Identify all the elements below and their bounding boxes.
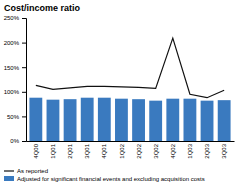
y-tick-label: 100% [4, 89, 20, 95]
bar [218, 100, 231, 141]
line [36, 38, 224, 98]
y-tick: 250% [4, 15, 26, 21]
x-tick: 3Q02 [153, 143, 159, 158]
y-tick-label: 50% [7, 114, 20, 120]
x-tick: 3Q01 [84, 143, 90, 158]
legend-item: As reported [4, 168, 48, 174]
x-tick-label: 2Q03 [204, 143, 210, 158]
y-tick-label: 0% [10, 138, 19, 144]
y-tick: 200% [4, 40, 26, 46]
legend-label: As reported [17, 168, 48, 174]
x-tick-label: 3Q02 [153, 143, 159, 158]
x-tick: 2Q03 [204, 143, 210, 158]
bar-series [29, 98, 230, 141]
legend-swatch [4, 170, 14, 171]
y-tick: 50% [7, 114, 26, 120]
plot: 0%50%100%150%200%250%4Q001Q012Q013Q014Q0… [4, 15, 235, 158]
bar [183, 99, 196, 141]
bar [81, 98, 94, 141]
x-tick: 2Q02 [136, 143, 142, 158]
marks [29, 38, 230, 141]
x-tick-label: 4Q00 [33, 143, 39, 158]
x-tick: 4Q01 [101, 143, 107, 158]
y-tick-mark [22, 141, 26, 142]
y-tick-label: 150% [4, 65, 20, 71]
bar [132, 99, 145, 141]
y-tick: 100% [4, 89, 26, 95]
legend-swatch [4, 176, 14, 181]
x-tick-label: 4Q01 [101, 143, 107, 158]
y-tick: 0% [10, 138, 26, 144]
x-axis-line [27, 141, 235, 142]
bar [201, 101, 214, 141]
y-tick-mark [22, 92, 26, 93]
x-tick-label: 1Q02 [119, 143, 125, 158]
y-tick-mark [22, 18, 26, 19]
x-tick: 1Q03 [187, 143, 193, 158]
bar [64, 99, 77, 141]
chart: 0%50%100%150%200%250%4Q001Q012Q013Q014Q0… [0, 0, 240, 185]
x-tick-label: 1Q01 [50, 143, 56, 158]
y-axis-line [22, 19, 27, 142]
x-tick: 1Q01 [50, 143, 56, 158]
y-tick-label: 200% [4, 40, 20, 46]
bar [29, 98, 42, 141]
y-tick-mark [22, 43, 26, 44]
x-tick-label: 2Q01 [67, 143, 73, 158]
x-axis: 4Q00 1Q01 2Q01 3Q01 4Q01 1Q02 2Q02 3Q02 4Q02 1Q03… [27, 142, 235, 159]
bar [149, 101, 162, 141]
title: Cost/income ratio [4, 3, 81, 13]
bar [47, 100, 60, 141]
x-tick-label: 4Q02 [170, 143, 176, 158]
legend: As reported Adjusted for significant fina… [4, 168, 205, 182]
x-tick-label: 3Q03 [221, 143, 227, 158]
x-tick: 4Q00 [33, 143, 39, 158]
bar [115, 99, 128, 141]
y-tick-label: 250% [4, 15, 20, 21]
y-tick-mark [22, 116, 26, 117]
x-tick-label: 1Q03 [187, 143, 193, 158]
bar [166, 99, 179, 141]
x-tick: 2Q01 [67, 143, 73, 158]
x-tick: 4Q02 [170, 143, 176, 158]
x-tick-label: 3Q01 [84, 143, 90, 158]
y-axis: 0% 50% 100% 150% 200% 250% [4, 15, 27, 144]
legend-item: Adjusted for significant financial event… [4, 176, 205, 182]
x-tick-label: 2Q02 [136, 143, 142, 158]
y-tick-mark [22, 67, 26, 68]
y-tick: 150% [4, 65, 26, 71]
legend-label: Adjusted for significant financial event… [17, 176, 205, 182]
x-tick: 3Q03 [221, 143, 227, 158]
bar [98, 98, 111, 141]
x-tick: 1Q02 [119, 143, 125, 158]
